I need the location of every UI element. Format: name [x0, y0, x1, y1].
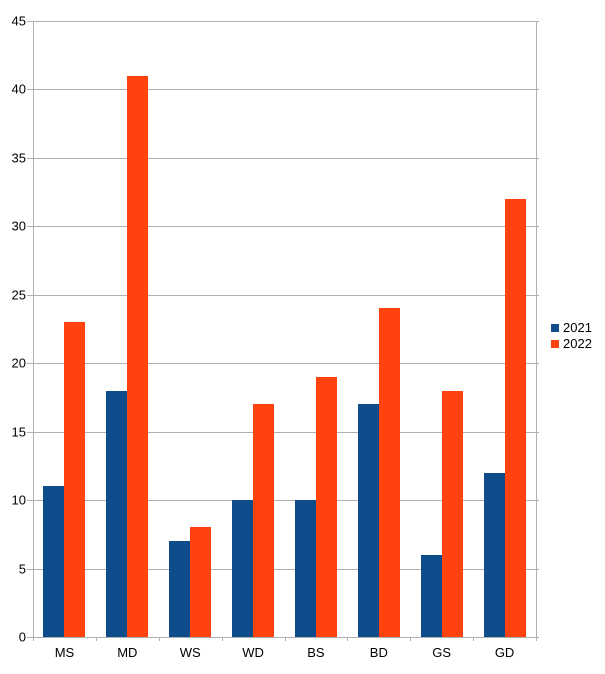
y-tick-label: 45	[11, 13, 26, 29]
x-tick	[221, 637, 223, 641]
bar-2022-MD	[127, 75, 149, 637]
x-tick	[158, 637, 160, 641]
bar-2022-GD	[504, 198, 526, 637]
bar-2021-BD	[357, 404, 379, 637]
x-category-label: WD	[242, 645, 264, 660]
gridline	[27, 431, 539, 433]
bar-2021-MS	[43, 486, 65, 637]
bar-2022-WD	[253, 404, 275, 637]
x-axis-line	[27, 637, 539, 638]
legend: 2021 2022	[551, 320, 592, 352]
x-category-label: WS	[179, 645, 201, 660]
bar-2021-GD	[483, 472, 505, 637]
gridline	[27, 568, 539, 570]
x-tick	[410, 637, 412, 641]
y-tick-label: 25	[11, 287, 26, 303]
x-tick	[473, 637, 475, 641]
y-tick-label: 15	[11, 424, 26, 440]
bar-2022-BS	[315, 376, 337, 637]
gridline	[27, 226, 539, 228]
y-tick-label: 5	[18, 561, 26, 577]
bar-2021-WS	[169, 541, 191, 637]
x-tick	[347, 637, 349, 641]
bar-2021-WD	[232, 500, 254, 637]
bar-2021-MD	[106, 390, 128, 637]
x-category-label: BD	[369, 645, 388, 660]
y-tick-label: 0	[18, 629, 26, 645]
gridline	[27, 500, 539, 502]
gridline	[27, 89, 539, 91]
bar-2022-GS	[441, 390, 463, 637]
bar-2022-BD	[378, 308, 400, 637]
x-category-label: BS	[307, 645, 325, 660]
y-axis-line	[33, 21, 34, 641]
y-tick-label: 40	[11, 81, 26, 97]
y-tick-label: 35	[11, 150, 26, 166]
gridline	[27, 157, 539, 159]
legend-swatch-2021	[551, 324, 559, 332]
x-category-label: MD	[117, 645, 138, 660]
gridline	[27, 21, 539, 22]
y-tick-label: 20	[11, 355, 26, 371]
gridline	[27, 294, 539, 296]
legend-item-2022: 2022	[551, 336, 592, 352]
plot-right-border	[536, 21, 537, 641]
legend-swatch-2022	[551, 340, 559, 348]
bar-2022-MS	[64, 322, 86, 637]
gridline	[27, 363, 539, 365]
x-tick	[284, 637, 286, 641]
bar-2021-GS	[420, 554, 442, 637]
legend-item-2021: 2021	[551, 320, 592, 336]
y-tick-label: 30	[11, 218, 26, 234]
x-category-label: GD	[494, 645, 515, 660]
legend-label-2022: 2022	[563, 336, 592, 351]
legend-label-2021: 2021	[563, 320, 592, 335]
x-category-label: GS	[432, 645, 452, 660]
bar-2021-BS	[294, 500, 316, 637]
y-tick-label: 10	[11, 492, 26, 508]
x-tick	[95, 637, 97, 641]
bar-2022-WS	[190, 527, 212, 637]
x-category-label: MS	[54, 645, 75, 660]
